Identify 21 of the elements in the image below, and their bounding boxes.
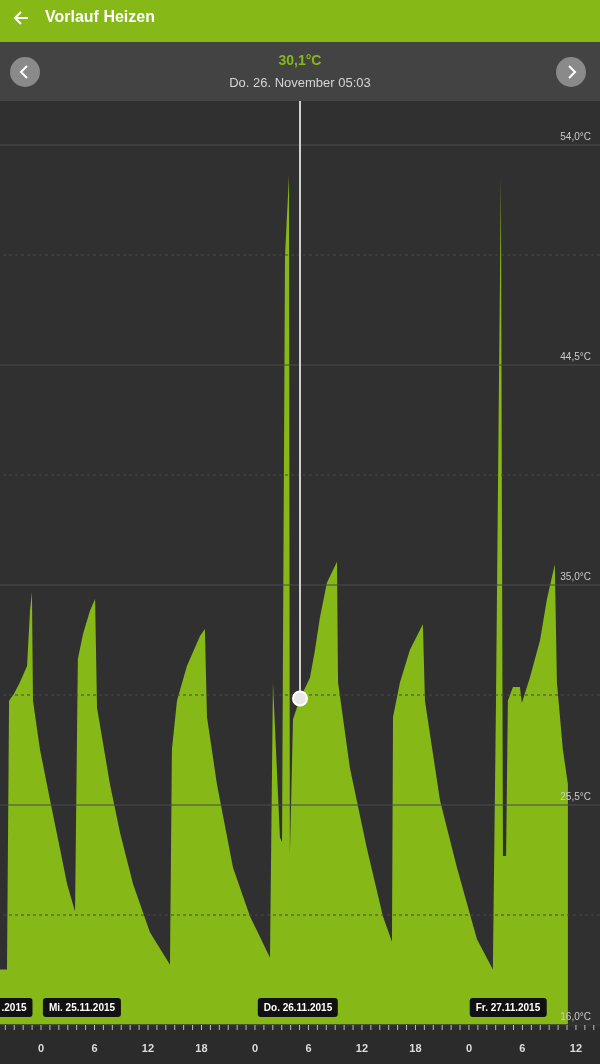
annotation: Mi. 25.11.2015	[42, 998, 122, 1017]
x-tick-label: 18	[195, 1042, 208, 1054]
y-tick-label: 44,5°C	[560, 351, 591, 362]
ref-line-label: Do. 26. November 05:03	[228, 75, 372, 90]
x-tick-label: 12	[355, 1042, 369, 1054]
text: 30,1°C	[277, 52, 323, 68]
y-tick-label: 35,0°C	[560, 571, 591, 582]
annotation: Fr. 27.11.2015	[469, 998, 547, 1017]
x-tick-label: 0	[37, 1042, 45, 1054]
x-tick-label: 0	[251, 1042, 259, 1054]
x-tick-label: 12	[569, 1042, 583, 1054]
x-tick-label: 12	[141, 1042, 155, 1054]
x-tick-label: 6	[91, 1042, 98, 1054]
annotation: Do. 26.11.2015	[257, 998, 339, 1017]
annotation: .2015	[0, 998, 33, 1017]
x-tick-label: 0	[465, 1042, 473, 1054]
x-tick-label: 6	[519, 1042, 526, 1054]
x-tick-label: 6	[305, 1042, 312, 1054]
y-tick-label: 54,0°C	[560, 131, 591, 142]
chart-title: Vorlauf Heizen	[45, 8, 155, 26]
x-tick-label: 18	[409, 1042, 422, 1054]
